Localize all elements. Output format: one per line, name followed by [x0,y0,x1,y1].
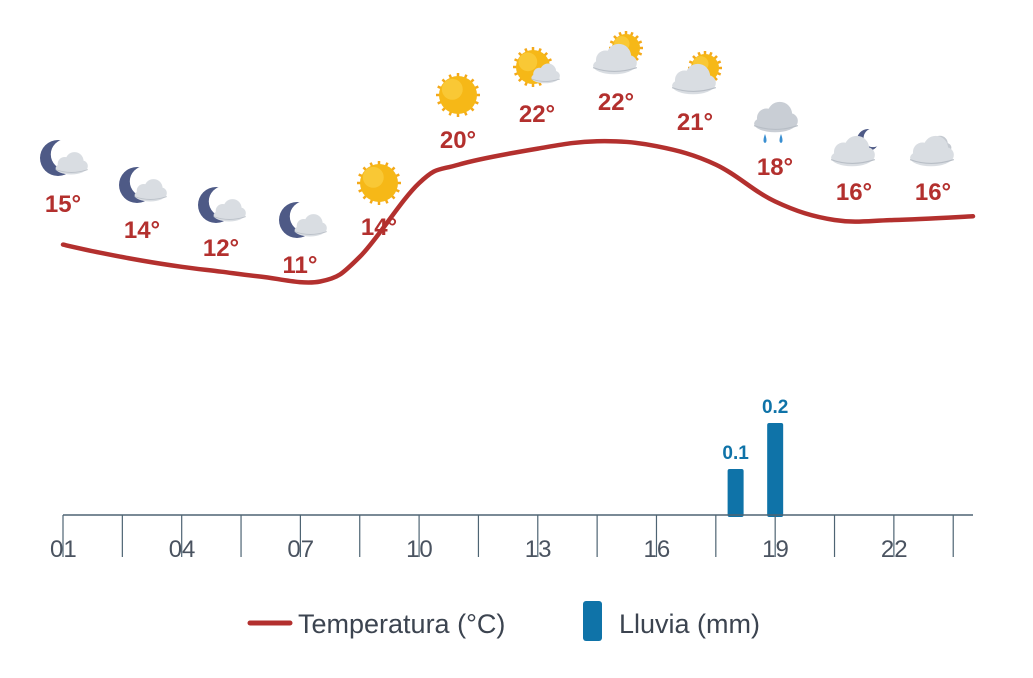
cloud-sun-icon [671,51,722,95]
x-tick-label: 16 [643,536,670,563]
temperature-label: 21° [677,109,713,136]
x-tick-label: 04 [169,536,196,563]
x-tick-label: 07 [287,536,314,563]
rain-layer: 0.1 0.2 [722,397,788,517]
temperature-label: 15° [45,191,81,218]
temperature-label: 20° [440,127,476,154]
cloud-moon-icon [830,128,883,167]
legend-rain-marker [583,601,602,641]
legend-rain-label: Lluvia (mm) [619,609,760,639]
weather-icons: 15°14°12°11°14°20°22° 22°21°18°16° 16° [40,31,954,279]
temperature-label: 18° [757,154,793,181]
rain-bar [727,469,744,517]
x-tick-label: 10 [406,536,433,563]
x-tick-label: 19 [762,536,789,563]
night-cloud-icon [279,201,327,238]
rain-bar [767,423,784,517]
temperature-label: 22° [598,89,634,116]
temperature-label: 22° [519,101,555,128]
night-cloud-icon [40,139,88,176]
temperature-label: 11° [283,252,318,279]
legend: Temperatura (°C) Lluvia (mm) [247,601,760,641]
legend-temperature-label: Temperatura (°C) [298,609,505,639]
temperature-label: 14° [124,217,160,244]
cloud-sun-icon [592,31,643,75]
sun-icon [436,73,480,117]
sun-cloud-icon [513,47,560,87]
temperature-label: 16° [836,179,872,206]
cloud-icon [909,135,954,167]
night-cloud-icon [198,186,246,223]
x-axis: 01 04 07 10 13 16 19 22 [50,514,973,563]
temperature-label: 12° [203,235,239,262]
night-cloud-icon [119,166,167,203]
rain-bar-label: 0.2 [762,397,788,418]
sun-icon [357,161,401,205]
temperature-layer [60,138,976,285]
x-tick-label: 01 [50,536,77,563]
rain-bar-label: 0.1 [722,443,749,464]
rain-cloud-icon [753,101,798,143]
x-tick-label: 13 [525,536,552,563]
temperature-line [60,138,976,285]
temperature-label: 16° [915,179,951,206]
x-tick-label: 22 [881,536,908,563]
